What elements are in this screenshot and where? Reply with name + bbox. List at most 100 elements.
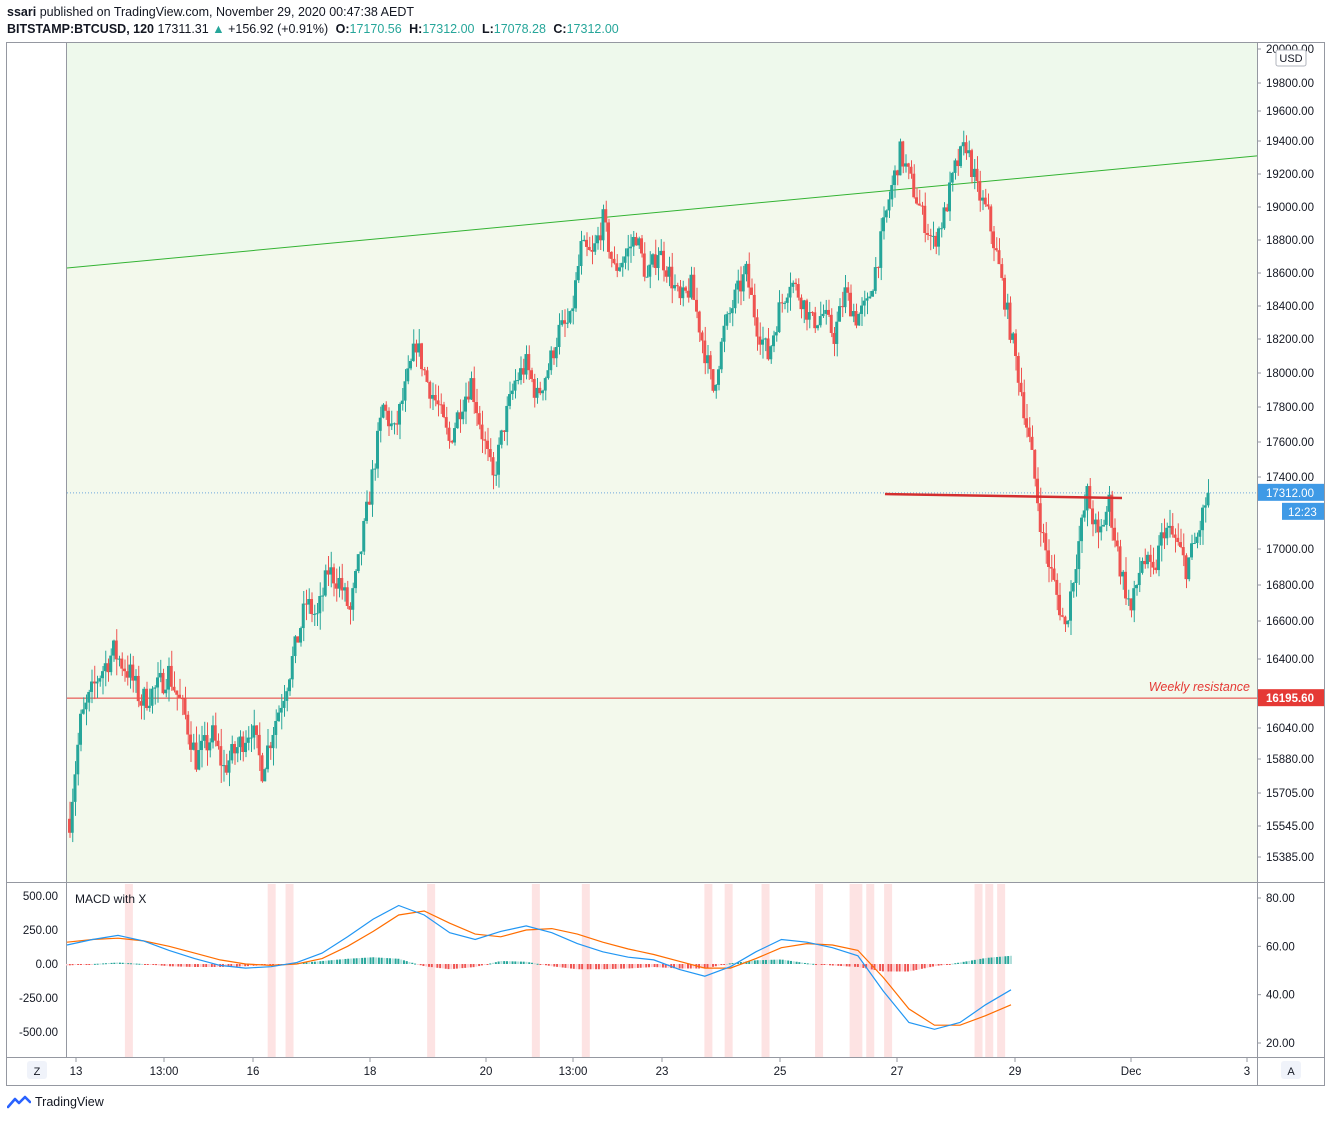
candle[interactable] [763, 338, 767, 340]
candle[interactable] [442, 404, 445, 418]
candle[interactable] [593, 243, 597, 252]
candle[interactable] [739, 280, 742, 292]
candle[interactable] [345, 587, 349, 607]
candle[interactable] [783, 302, 786, 304]
candle[interactable] [997, 250, 1001, 265]
candle[interactable] [604, 209, 608, 223]
candle[interactable] [736, 280, 740, 290]
trendline[interactable] [66, 155, 1258, 269]
candle[interactable] [799, 297, 803, 310]
short-resistance-line[interactable] [884, 492, 1123, 500]
candle[interactable] [1198, 530, 1202, 537]
candle[interactable] [1173, 534, 1177, 538]
candle[interactable] [216, 740, 220, 747]
candle[interactable] [315, 613, 319, 615]
candle[interactable] [469, 378, 473, 400]
candle[interactable] [436, 400, 440, 405]
candle[interactable] [667, 266, 671, 277]
candle[interactable] [821, 313, 825, 317]
candle[interactable] [1148, 554, 1152, 562]
candle[interactable] [1113, 527, 1116, 541]
candle[interactable] [510, 390, 514, 395]
candle[interactable] [846, 287, 850, 293]
candle[interactable] [329, 567, 333, 575]
candle[interactable] [1154, 567, 1158, 571]
candle[interactable] [321, 595, 324, 597]
candle[interactable] [395, 423, 399, 425]
candle[interactable] [909, 166, 913, 174]
candle[interactable] [87, 691, 91, 703]
candle[interactable] [714, 384, 718, 391]
candle[interactable] [1179, 542, 1182, 548]
candle[interactable] [915, 197, 918, 204]
candle[interactable] [268, 745, 272, 749]
candle[interactable] [1190, 543, 1193, 558]
candle[interactable] [983, 197, 987, 205]
candle[interactable] [296, 636, 300, 643]
auto-scale-button[interactable] [1281, 1061, 1301, 1079]
candle[interactable] [1165, 527, 1169, 539]
candle[interactable] [106, 663, 110, 673]
candle[interactable] [752, 294, 756, 318]
candle[interactable] [486, 440, 489, 450]
candle[interactable] [950, 172, 954, 183]
candle[interactable] [530, 370, 533, 379]
candle[interactable] [994, 248, 998, 251]
candle[interactable] [612, 258, 616, 264]
macd-line[interactable] [66, 904, 1012, 1030]
candle[interactable] [222, 765, 225, 767]
candle[interactable] [824, 309, 828, 314]
candle[interactable] [568, 311, 572, 323]
candle[interactable] [758, 336, 762, 345]
candle[interactable] [120, 658, 124, 669]
candle[interactable] [213, 725, 217, 741]
candle[interactable] [1096, 519, 1100, 533]
candle[interactable] [439, 404, 443, 406]
candle[interactable] [920, 205, 924, 207]
candle[interactable] [854, 311, 858, 326]
candle[interactable] [670, 266, 674, 289]
candle[interactable] [527, 354, 531, 371]
candle[interactable] [1107, 494, 1111, 512]
candle[interactable] [747, 263, 751, 288]
candle[interactable] [475, 402, 478, 414]
candle[interactable] [961, 142, 965, 147]
candle[interactable] [618, 267, 621, 271]
candle[interactable] [741, 274, 745, 292]
candle[interactable] [318, 596, 322, 614]
candle[interactable] [1168, 525, 1171, 528]
candle[interactable] [208, 742, 212, 751]
candle[interactable] [1005, 302, 1009, 310]
candle[interactable] [521, 368, 525, 375]
candle[interactable] [532, 378, 536, 398]
candle[interactable] [288, 679, 291, 692]
candle[interactable] [453, 428, 456, 443]
candle[interactable] [180, 698, 184, 700]
candle[interactable] [142, 688, 146, 706]
candle[interactable] [730, 308, 734, 314]
candle[interactable] [406, 368, 410, 382]
candle[interactable] [868, 296, 872, 299]
candle[interactable] [1016, 356, 1020, 383]
candle[interactable] [642, 253, 646, 277]
candle[interactable] [791, 282, 795, 287]
candle[interactable] [233, 744, 236, 754]
candle[interactable] [340, 577, 344, 591]
candle[interactable] [1074, 569, 1078, 583]
candle[interactable] [576, 266, 580, 281]
candle[interactable] [1126, 598, 1130, 600]
candle[interactable] [1201, 507, 1204, 531]
candle[interactable] [101, 671, 104, 679]
candle[interactable] [851, 311, 855, 317]
candle[interactable] [948, 182, 951, 212]
candle[interactable] [972, 168, 976, 178]
candle[interactable] [477, 413, 481, 425]
candle[interactable] [725, 314, 729, 326]
candle[interactable] [719, 341, 723, 370]
candle[interactable] [1041, 532, 1045, 534]
candle[interactable] [1063, 616, 1067, 625]
candle[interactable] [411, 343, 415, 361]
candle[interactable] [728, 313, 731, 315]
candle[interactable] [582, 239, 586, 242]
candle[interactable] [491, 457, 495, 476]
